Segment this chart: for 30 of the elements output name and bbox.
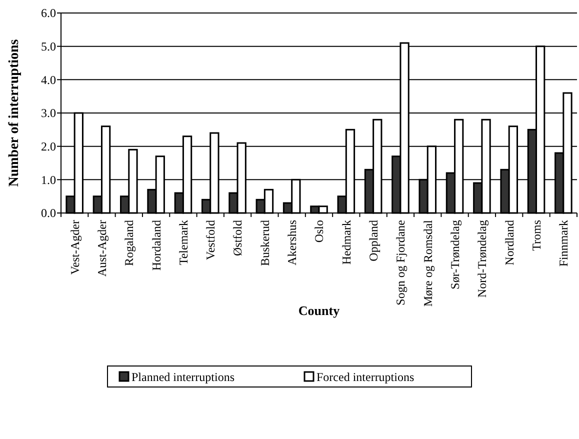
y-tick-label: 0.0 <box>41 206 56 220</box>
x-tick-label: Østfold <box>230 220 245 256</box>
y-tick-label: 2.0 <box>41 140 56 154</box>
y-tick-label: 1.0 <box>41 172 56 187</box>
y-tick-label: 3.0 <box>41 106 56 120</box>
x-tick-label: Nordland <box>502 220 516 266</box>
y-tick-label: 5.0 <box>41 40 56 54</box>
x-tick-label: Vestfold <box>204 220 218 260</box>
x-tick-label: Aust-Agder <box>94 220 109 277</box>
x-tick-label: Telemark <box>176 220 190 266</box>
x-tick-label: Hedmark <box>339 220 354 265</box>
x-tick-label: Møre og Romsdal <box>420 219 435 307</box>
x-tick-label: Sogn og Fjordane <box>394 220 408 306</box>
x-tick-label: Sør-Trøndelag <box>448 220 462 290</box>
x-tick-label: Finnmark <box>556 220 571 267</box>
y-tick-label: 6.0 <box>41 6 56 20</box>
x-axis-title: County <box>298 303 340 318</box>
x-tick-label: Oppland <box>366 220 381 262</box>
legend-label: Forced interruptions <box>316 370 414 384</box>
legend-label: Planned interruptions <box>132 370 235 384</box>
x-tick-label: Troms <box>529 220 544 251</box>
y-tick-label: 4.0 <box>41 72 56 87</box>
x-tick-label: Nord-Trøndelag <box>475 220 490 298</box>
x-tick-label: Oslo <box>312 220 326 243</box>
x-tick-label: Rogaland <box>122 220 136 266</box>
x-tick-label: Hordaland <box>149 220 164 271</box>
y-axis-title: Number of interruptions <box>7 38 22 187</box>
x-tick-label: Vest-Agder <box>68 220 82 275</box>
x-tick-label: Buskerud <box>258 220 272 266</box>
x-tick-label: Akershus <box>285 220 300 266</box>
